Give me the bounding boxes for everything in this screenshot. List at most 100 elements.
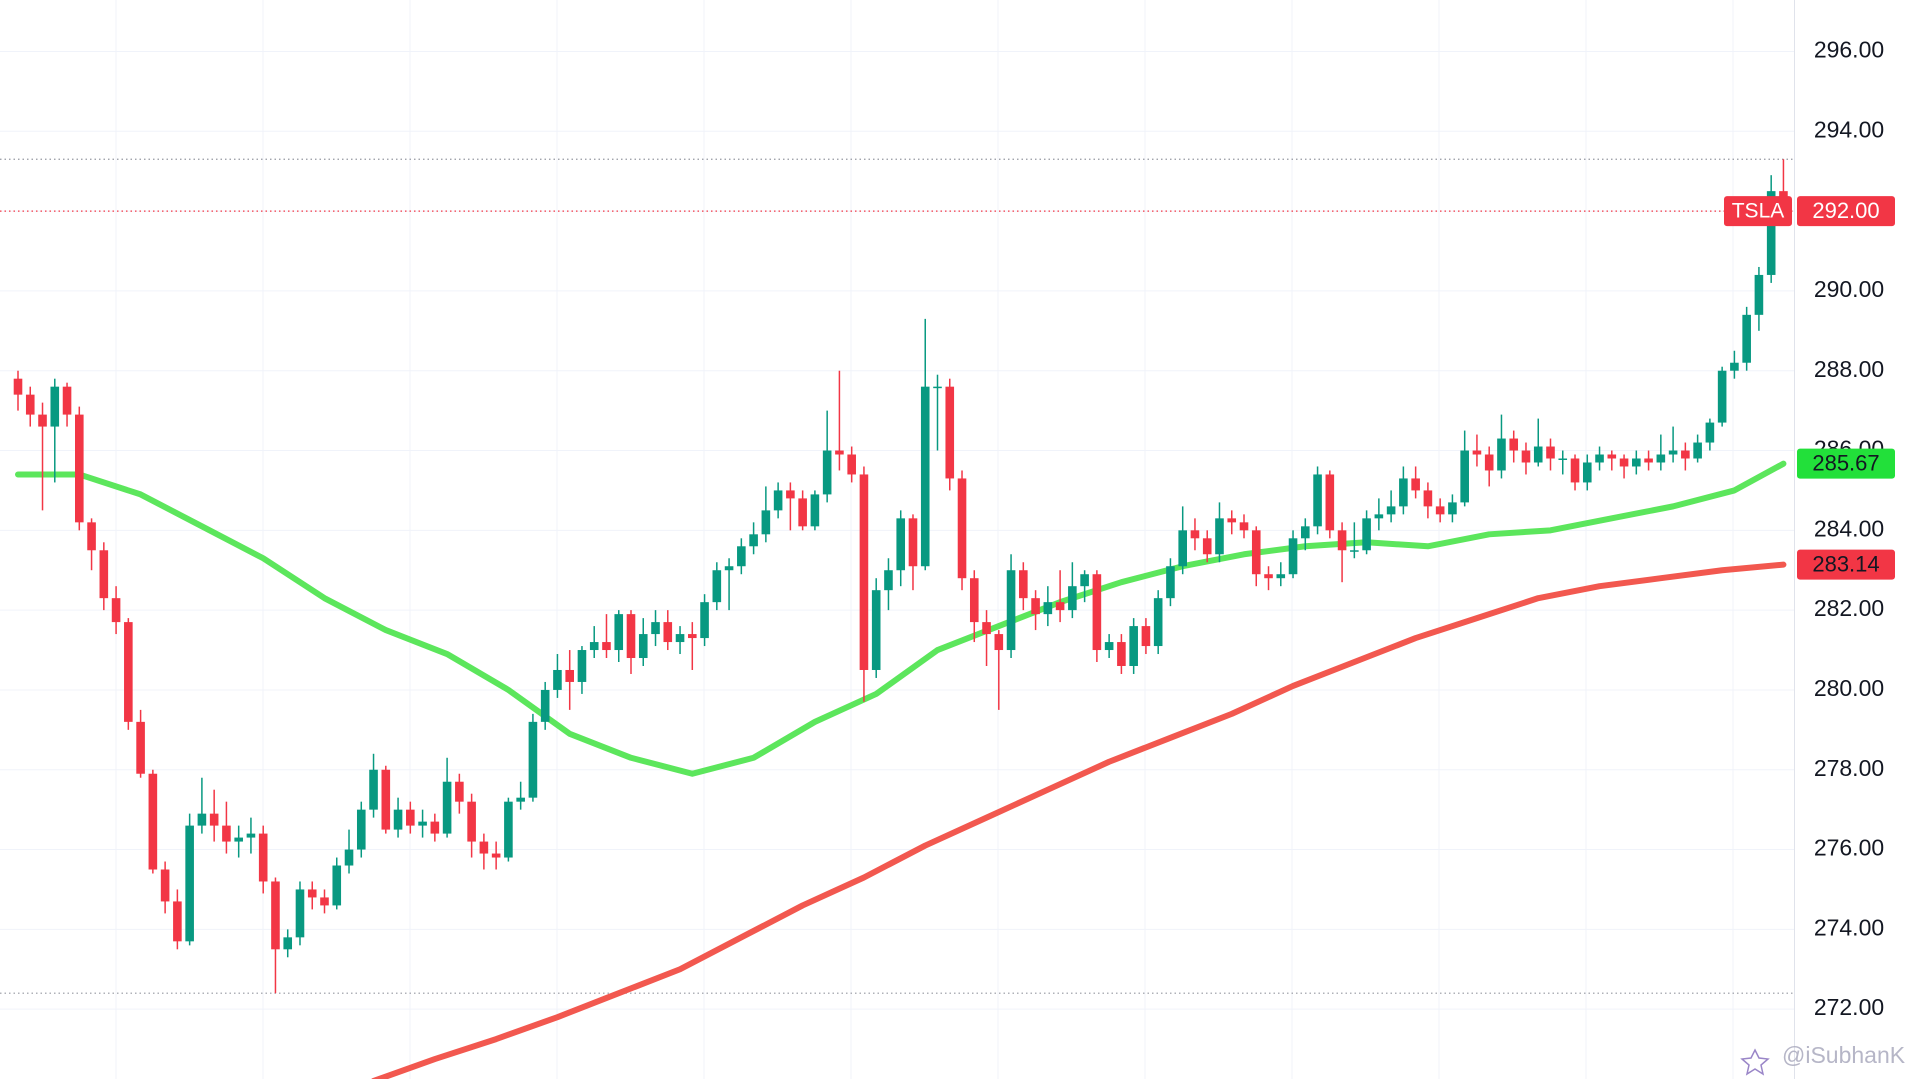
candle-body bbox=[896, 518, 906, 571]
candle-body bbox=[1411, 478, 1420, 491]
candle-body bbox=[1276, 574, 1286, 579]
candle-body bbox=[295, 889, 305, 938]
y-axis: 272.00 274.00 276.00 278.00 280.00 282.00 284.… bbox=[1724, 37, 1895, 1020]
ma-value-box bbox=[1797, 448, 1895, 479]
candle-body bbox=[847, 454, 856, 475]
candle-body bbox=[994, 634, 1004, 651]
candle-body bbox=[442, 781, 452, 834]
candle-body bbox=[1166, 566, 1175, 599]
candle-body bbox=[1705, 422, 1715, 443]
candle-body bbox=[1423, 490, 1433, 507]
candle-body bbox=[1153, 598, 1163, 647]
candle-body bbox=[136, 721, 145, 774]
candle-body bbox=[969, 578, 979, 623]
candle-body bbox=[467, 801, 476, 842]
candle-body bbox=[1509, 438, 1519, 451]
candle-body bbox=[1607, 454, 1617, 459]
candle-body bbox=[614, 614, 624, 651]
candle-body bbox=[62, 386, 72, 415]
candle-body bbox=[810, 494, 820, 527]
candle-body bbox=[1668, 450, 1678, 455]
candle-body bbox=[1484, 454, 1494, 471]
candle-body bbox=[1619, 458, 1629, 467]
candle-body bbox=[356, 809, 366, 850]
candle-body bbox=[1325, 474, 1335, 531]
candle-body bbox=[479, 841, 489, 854]
candle-body bbox=[1202, 538, 1212, 555]
symbol-label: TSLA bbox=[1732, 200, 1785, 223]
candle-body bbox=[38, 414, 47, 427]
y-tick-label: 282.00 bbox=[1814, 595, 1884, 621]
candle-body bbox=[173, 901, 182, 942]
candle-body bbox=[1472, 450, 1482, 455]
candle-body bbox=[589, 642, 599, 651]
candle-body bbox=[185, 825, 194, 942]
candle-body bbox=[1141, 626, 1151, 647]
candle-body bbox=[234, 837, 243, 842]
candle-body bbox=[25, 394, 35, 415]
candle-body bbox=[884, 570, 893, 591]
ma-value-box bbox=[1797, 549, 1895, 580]
candle-body bbox=[1301, 526, 1310, 539]
candle-body bbox=[1031, 598, 1040, 615]
candle-body bbox=[1080, 574, 1089, 587]
candle-body bbox=[982, 622, 991, 635]
candle-body bbox=[1546, 446, 1555, 459]
candle-body bbox=[786, 490, 795, 499]
candle-body bbox=[1730, 362, 1739, 371]
candle-body bbox=[1717, 370, 1727, 423]
moving-average-line bbox=[371, 561, 1787, 1079]
candle-body bbox=[1006, 570, 1016, 651]
candle-body bbox=[1766, 191, 1776, 275]
candle-body bbox=[369, 769, 378, 810]
candle-body bbox=[859, 474, 869, 670]
y-tick-label: 288.00 bbox=[1814, 356, 1884, 382]
candle-body bbox=[1350, 550, 1359, 552]
y-tick-label: 272.00 bbox=[1814, 994, 1884, 1020]
candle-body bbox=[1754, 274, 1764, 315]
candle-body bbox=[700, 602, 709, 639]
candle-body bbox=[822, 450, 832, 495]
candle-body bbox=[798, 498, 807, 527]
y-tick-label: 280.00 bbox=[1814, 675, 1884, 701]
candle-body bbox=[1656, 454, 1666, 463]
candle-body bbox=[933, 386, 942, 389]
candle-body bbox=[246, 833, 256, 838]
candle-body bbox=[688, 634, 697, 639]
candle-body bbox=[1129, 626, 1138, 666]
candle-body bbox=[663, 622, 673, 643]
candle-body bbox=[638, 634, 648, 659]
candle-body bbox=[1693, 442, 1702, 459]
candle-body bbox=[1239, 522, 1249, 531]
candle-body bbox=[1227, 518, 1237, 523]
candle-body bbox=[1264, 574, 1273, 579]
candle-body bbox=[1595, 454, 1604, 463]
candle-body bbox=[222, 825, 231, 842]
candle-body bbox=[1448, 502, 1457, 515]
candle-body bbox=[393, 809, 403, 830]
candle-body bbox=[1460, 450, 1469, 503]
candle-body bbox=[50, 386, 60, 427]
candle-body bbox=[320, 897, 329, 906]
candle-body bbox=[344, 849, 354, 866]
candle-body bbox=[761, 510, 771, 535]
candle-body bbox=[1435, 506, 1445, 515]
candle-body bbox=[908, 518, 918, 567]
candle-body bbox=[724, 566, 734, 571]
candle-body bbox=[1582, 462, 1592, 483]
candle-body bbox=[871, 590, 881, 670]
candle-body bbox=[1313, 474, 1322, 527]
y-tick-label: 284.00 bbox=[1814, 515, 1884, 541]
candle-body bbox=[1742, 314, 1751, 363]
candle-body bbox=[1068, 586, 1077, 611]
candle-body bbox=[430, 821, 440, 834]
candle-body bbox=[626, 614, 636, 659]
candle-body bbox=[1043, 602, 1053, 615]
candle-body bbox=[283, 937, 293, 950]
candle-body bbox=[209, 813, 219, 826]
y-tick-label: 276.00 bbox=[1814, 835, 1884, 861]
y-tick-label: 274.00 bbox=[1814, 914, 1884, 940]
candle-body bbox=[99, 550, 109, 599]
candle-body bbox=[553, 669, 562, 690]
